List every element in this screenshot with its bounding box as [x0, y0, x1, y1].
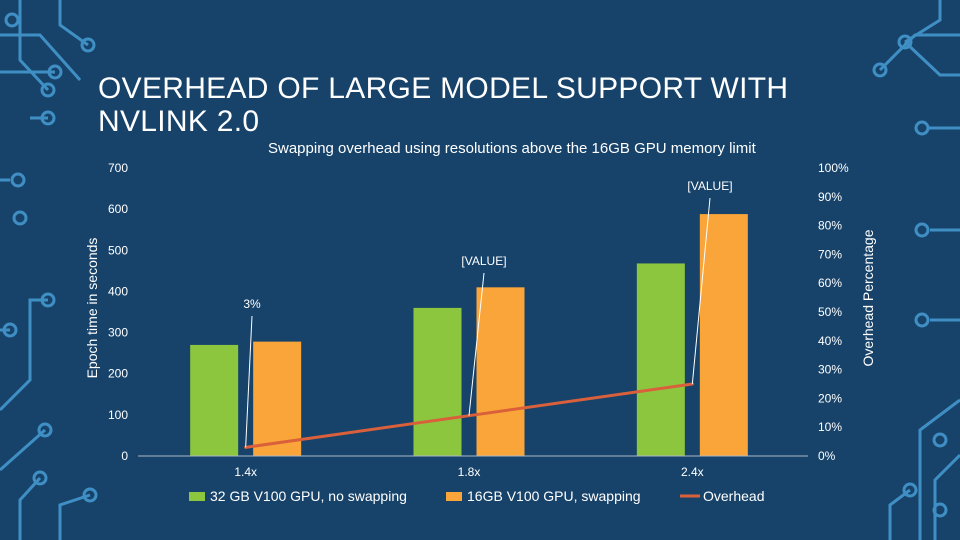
circuit-node [872, 62, 888, 78]
y-tick-label: 700 [108, 161, 128, 175]
y2-tick-label: 20% [818, 391, 842, 405]
y-tick-label: 400 [108, 284, 128, 298]
data-label: [VALUE] [461, 254, 506, 268]
y-tick-label: 100 [108, 408, 128, 422]
circuit-node [40, 110, 56, 126]
circuit-trace [0, 428, 46, 472]
circuit-trace [58, 493, 91, 540]
legend-swatch-swapping [446, 492, 462, 501]
circuit-node [10, 172, 26, 188]
circuit-node [932, 432, 948, 448]
bar-swapping [476, 287, 525, 456]
circuit-node [47, 64, 63, 80]
circuit-trace [0, 33, 82, 81]
y-tick-label: 500 [108, 243, 128, 257]
y2-axis-title: Overhead Percentage [860, 229, 876, 366]
x-tick-label: 1.8x [458, 465, 481, 479]
data-label-group: 3% [VALUE] [VALUE] [243, 179, 733, 448]
x-tick-label: 1.4x [234, 465, 257, 479]
legend: 32 GB V100 GPU, no swapping 16GB V100 GPU… [189, 488, 764, 504]
circuit-trace [878, 33, 960, 72]
circuit-node [32, 470, 48, 486]
bar-no-swapping [190, 344, 239, 456]
chart: 0 100 200 300 400 500 600 700 0% 10% 20% 30% 40% 50%… [108, 161, 849, 504]
circuit-trace [888, 488, 911, 540]
data-label-leader [245, 315, 253, 448]
y-tick-label: 300 [108, 326, 128, 340]
circuit-node [914, 120, 930, 136]
y-tick-label: 200 [108, 367, 128, 381]
circuit-node [2, 322, 18, 338]
bar-swapping [699, 214, 748, 456]
y2-tick-label: 50% [818, 305, 842, 319]
y-axis-right: 0% 10% 20% 30% 40% 50% 60% 70% 80% 90% 100% [818, 161, 849, 463]
bar-no-swapping [636, 263, 685, 456]
y-tick-label: 600 [108, 202, 128, 216]
data-label-leader [468, 272, 485, 416]
circuit-node [897, 34, 913, 50]
y2-tick-label: 60% [818, 276, 842, 290]
legend-label: 32 GB V100 GPU, no swapping [210, 488, 407, 504]
circuit-trace [904, 0, 942, 44]
y2-tick-label: 0% [818, 449, 836, 463]
y2-tick-label: 30% [818, 363, 842, 377]
y-axis-left: 0 100 200 300 400 500 600 700 [108, 161, 128, 463]
circuit-node [37, 422, 53, 438]
circuit-node [914, 312, 930, 328]
y2-tick-label: 80% [818, 219, 842, 233]
legend-label: Overhead [703, 488, 764, 504]
circuit-trace [18, 476, 42, 540]
circuit-node [40, 82, 56, 98]
bar-group [190, 214, 748, 456]
data-label-leader [691, 197, 711, 385]
y-axis-title: Epoch time in seconds [84, 238, 100, 379]
y2-tick-label: 70% [818, 247, 842, 261]
y2-tick-label: 10% [818, 420, 842, 434]
circuit-trace [918, 398, 960, 540]
data-label: [VALUE] [687, 179, 732, 193]
y2-tick-label: 40% [818, 334, 842, 348]
circuit-trace [933, 453, 960, 540]
circuit-node [914, 222, 930, 238]
x-tick-label: 2.4x [681, 465, 704, 479]
circuit-trace [903, 40, 960, 77]
circuit-node [40, 292, 56, 308]
circuit-node [932, 502, 948, 518]
x-axis: 1.4x 1.8x 2.4x [138, 455, 808, 479]
legend-swatch-no-swapping [189, 492, 205, 501]
slide-title: OVERHEAD OF LARGE MODEL SUPPORT WITH NVL… [98, 72, 789, 138]
circuit-node [82, 487, 98, 503]
circuit-trace [0, 298, 48, 412]
circuit-trace [58, 0, 89, 47]
bar-no-swapping [413, 307, 462, 456]
circuit-trace [18, 0, 50, 92]
y-tick-label: 0 [121, 449, 128, 463]
y2-tick-label: 100% [818, 161, 849, 175]
circuit-node [80, 37, 96, 53]
legend-label: 16GB V100 GPU, swapping [467, 488, 641, 504]
circuit-node [4, 12, 20, 28]
circuit-node [12, 210, 28, 226]
data-label: 3% [243, 297, 261, 311]
y2-tick-label: 90% [818, 190, 842, 204]
bar-swapping [253, 341, 302, 456]
circuit-node [902, 482, 918, 498]
chart-title: Swapping overhead using resolutions abov… [268, 140, 756, 157]
